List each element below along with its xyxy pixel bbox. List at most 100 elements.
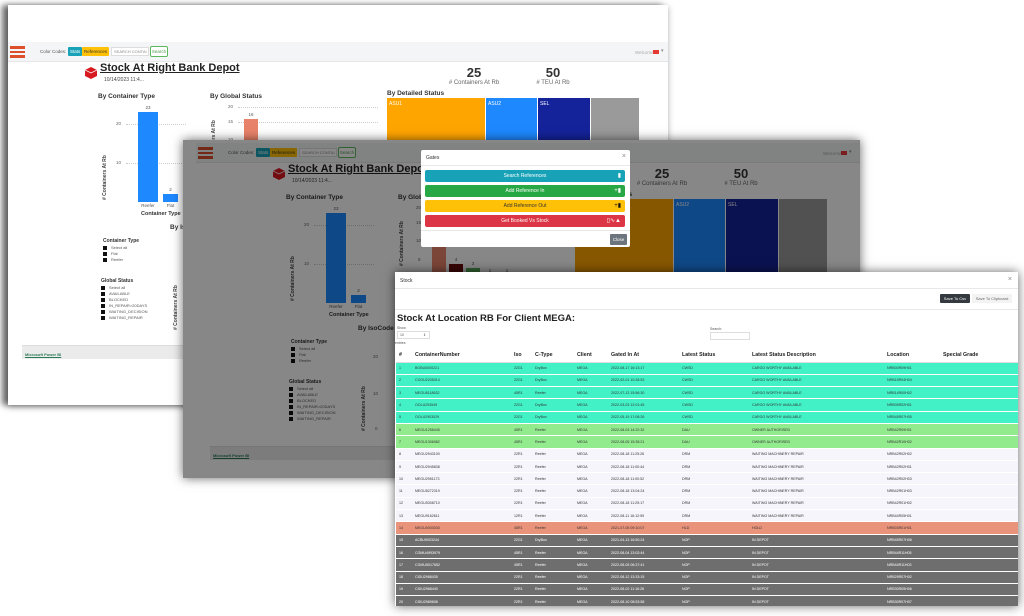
- filter-option[interactable]: WAITING_DECISION: [289, 410, 336, 416]
- table-row[interactable]: 4 OOLU293549 22G1 DryBox MEGA 2022-03-03 12:0…: [396, 398, 1018, 412]
- table-cell: DRM: [679, 509, 749, 523]
- filter-option[interactable]: BLOCKED: [101, 297, 148, 303]
- container-type-chart-title: By Container Type: [286, 194, 343, 201]
- hamburger-menu-icon[interactable]: [198, 147, 213, 159]
- filter-option[interactable]: Select all: [101, 285, 148, 291]
- filter-option[interactable]: WAITING_REPAIR: [289, 416, 336, 422]
- container-type-filter: Container Type Select all Flat Reefer: [103, 238, 139, 263]
- bar-flat[interactable]: [351, 295, 366, 303]
- compare-icon: ▯∿▲: [606, 218, 621, 224]
- powerbi-link[interactable]: Microsoft Power BI: [25, 352, 62, 357]
- filter-option[interactable]: AVAILABLE: [101, 291, 148, 297]
- table-row[interactable]: 5 OOLU2903029 22G1 DryBox MEGA 2022-05-19 17:…: [396, 411, 1018, 424]
- search-button[interactable]: Search: [338, 147, 356, 158]
- table-row[interactable]: 2 COOU2205014 22G1 DryBox MEGA 2022-02-01 10:…: [396, 374, 1018, 388]
- table-row[interactable]: 19 CIDU2988440 22R1 Reefer MEGA 2022-08-02 11…: [396, 583, 1018, 597]
- column-header[interactable]: ContainerNumber: [412, 349, 511, 363]
- table-row[interactable]: 16 CGMU4993979 45R1 Reefer MEGA 2022-08-04 13…: [396, 546, 1018, 560]
- filter-option[interactable]: AVAILABLE: [289, 392, 336, 398]
- filter-option[interactable]: Reefer: [291, 358, 327, 364]
- table-cell: 22R1: [511, 484, 532, 498]
- filter-option[interactable]: Reefer: [103, 257, 139, 263]
- stats-badge[interactable]: Stats: [68, 47, 83, 56]
- table-cell: NRB44R11H03: [884, 558, 940, 572]
- add-reference-in-button[interactable]: Add Reference In +▮: [425, 185, 625, 197]
- filter-option[interactable]: Select all: [289, 386, 336, 392]
- kpi-teu: 50 # TEU At Rb: [513, 65, 593, 86]
- table-row[interactable]: 17 CGMU5017652 45R1 Reefer MEGA 2022-08-05 06…: [396, 558, 1018, 572]
- table-row[interactable]: 1 BOBU0000221 22G1 DryBox MEGA 2022-08-17 16:…: [396, 362, 1018, 375]
- filter-option[interactable]: Flat: [291, 352, 327, 358]
- search-button[interactable]: Search: [150, 46, 168, 57]
- table-cell: 2022-08-10 08:53:58: [608, 595, 679, 606]
- save-to-clipboard-button[interactable]: Save To Clipboard: [972, 294, 1012, 303]
- get-booked-vs-stock-button[interactable]: Get Booked Vs Stock ▯∿▲: [425, 215, 625, 227]
- table-row[interactable]: 20 CIDU2989608 22R1 Reefer MEGA 2022-08-10 08…: [396, 595, 1018, 606]
- table-cell: Reefer: [532, 583, 574, 597]
- table-row[interactable]: 7 MEGU1306982 45R1 Reefer MEGA 2022-08-05 15:…: [396, 435, 1018, 449]
- table-cell: MEGA: [574, 583, 608, 597]
- powerbi-link[interactable]: Microsoft Power BI: [213, 453, 250, 458]
- column-header[interactable]: #: [396, 349, 412, 363]
- bar-reefer[interactable]: [326, 213, 346, 303]
- table-cell: MEGA: [574, 423, 608, 437]
- table-row[interactable]: 13 MEGU9162611 12R1 Reefer MEGA 2022-08-11 16…: [396, 509, 1018, 523]
- table-cell: BOBU0000221: [412, 362, 511, 375]
- column-header[interactable]: Special Grade: [940, 349, 1018, 363]
- table-row[interactable]: 10 MEGU2951173 22R1 Reefer MEGA 2022-08-18 11…: [396, 472, 1018, 486]
- save-to-csv-button[interactable]: Save To Csv: [940, 294, 970, 303]
- table-row[interactable]: 3 MEGU6118632 45R1 Reefer MEGA 2022-07-13 15:…: [396, 386, 1018, 400]
- table-cell: DRM: [679, 472, 749, 486]
- table-row[interactable]: 9 MEGU2945838 22R1 Reefer MEGA 2022-08-18 11:…: [396, 460, 1018, 474]
- filter-option[interactable]: WAITING_REPAIR: [101, 315, 148, 321]
- container-search-input[interactable]: SEARCH CONTAI: [111, 47, 149, 56]
- search-references-button[interactable]: Search References ▮: [425, 170, 625, 182]
- table-cell: 2022-08-18 11:00:52: [608, 472, 679, 486]
- add-reference-out-button[interactable]: Add Reference Out +▮: [425, 200, 625, 212]
- bar-reefer[interactable]: [138, 112, 158, 202]
- column-header[interactable]: Iso: [511, 349, 532, 363]
- container-search-input[interactable]: SEARCH CONTAI: [299, 148, 337, 157]
- table-cell: MEGA: [574, 497, 608, 511]
- table-cell: [940, 435, 1018, 449]
- filter-option[interactable]: Select all: [103, 245, 139, 251]
- close-icon[interactable]: ×: [621, 153, 626, 160]
- filter-option[interactable]: WAITING_DECISION: [101, 309, 148, 315]
- filter-option[interactable]: IN_REPAIR>20DAYS: [101, 303, 148, 309]
- stats-badge[interactable]: Stats: [256, 148, 271, 157]
- table-row[interactable]: 18 CIDU2988435 22R1 Reefer MEGA 2022-08-12 13…: [396, 571, 1018, 584]
- chevron-down-icon[interactable]: ▾: [661, 48, 664, 54]
- filter-option[interactable]: IN_REPAIR>20DAYS: [289, 404, 336, 410]
- filter-option[interactable]: Flat: [103, 251, 139, 257]
- flag-icon[interactable]: [653, 50, 659, 54]
- table-cell: MEGA: [574, 398, 608, 412]
- user-label[interactable]: Welcome: [823, 151, 842, 156]
- user-label[interactable]: Welcome: [635, 50, 654, 55]
- column-header[interactable]: Client: [574, 349, 608, 363]
- table-row[interactable]: 11 MEGU5272319 22R1 Reefer MEGA 2022-08-18 13…: [396, 484, 1018, 498]
- table-search-input[interactable]: [710, 332, 750, 340]
- column-header[interactable]: Latest Status Description: [749, 349, 884, 363]
- chevron-down-icon[interactable]: ▾: [849, 149, 852, 155]
- flag-icon[interactable]: [841, 151, 847, 155]
- close-icon[interactable]: ×: [1007, 276, 1012, 283]
- references-badge[interactable]: References: [270, 148, 298, 157]
- references-badge[interactable]: References: [82, 47, 110, 56]
- column-header[interactable]: C-Type: [532, 349, 574, 363]
- table-row[interactable]: 14 MEGU0003030 45R1 Reefer MEGA 2021-07-05 09…: [396, 521, 1018, 535]
- table-row[interactable]: 12 MEGU5308710 22R1 Reefer MEGA 2022-08-18 11…: [396, 497, 1018, 511]
- filter-option[interactable]: BLOCKED: [289, 398, 336, 404]
- filter-option[interactable]: Select all: [291, 346, 327, 352]
- table-row[interactable]: 15 ACBU9003244 22G1 DryBox MEGA 2021-04-13 16…: [396, 534, 1018, 547]
- kpi-label: # Containers At Rb: [636, 181, 688, 187]
- hamburger-menu-icon[interactable]: [10, 46, 25, 58]
- entries-select[interactable]: 10 ⇕: [397, 331, 430, 339]
- column-header[interactable]: Gated In At: [608, 349, 679, 363]
- table-cell: NRB03R01H01: [884, 521, 940, 535]
- table-row[interactable]: 8 MEGU2943100 22R1 Reefer MEGA 2022-08-18 11:…: [396, 448, 1018, 461]
- column-header[interactable]: Location: [884, 349, 940, 363]
- table-row[interactable]: 6 MEGU1258445 45R1 Reefer MEGA 2022-08-03 14:…: [396, 423, 1018, 437]
- bar-flat[interactable]: [163, 194, 178, 202]
- close-button[interactable]: Close: [610, 234, 627, 245]
- column-header[interactable]: Latest Status: [679, 349, 749, 363]
